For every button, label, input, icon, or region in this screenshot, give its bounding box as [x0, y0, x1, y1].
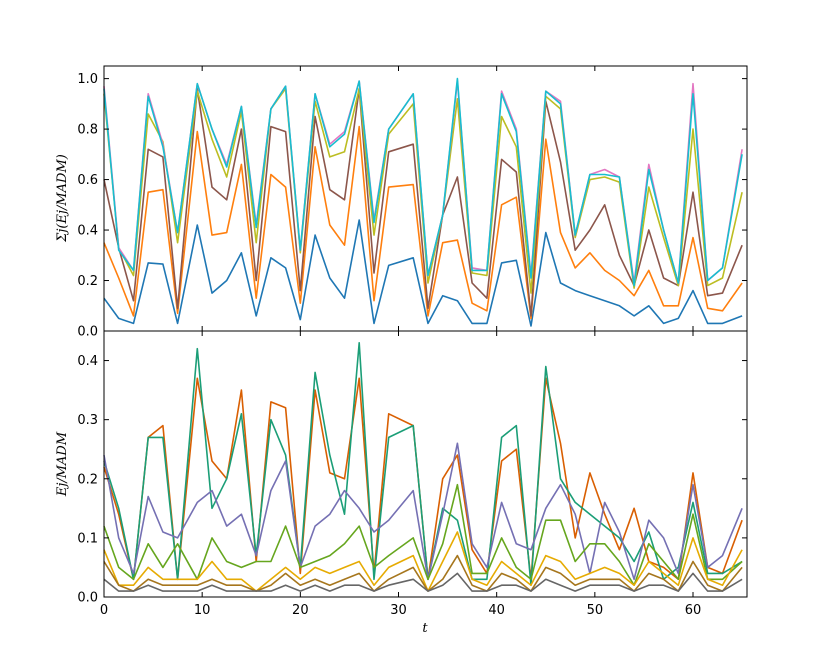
y-tick-label-1-2: 0.2	[77, 472, 98, 487]
x-tick-label-1-3: 30	[390, 603, 407, 618]
series-line-0-1	[103, 125, 743, 320]
x-tick-label-1-1: 10	[194, 603, 211, 618]
y-tick-label-1-4: 0.4	[77, 354, 98, 369]
top-series-lines	[103, 77, 743, 327]
y-tick-label-1-1: 0.1	[77, 531, 98, 546]
y-tick-label-0-2: 0.4	[77, 224, 98, 239]
y-tick-label-0-5: 1.0	[77, 72, 98, 87]
bottom-series-lines	[103, 341, 743, 592]
series-line-0-0	[103, 219, 743, 327]
y-tick-label-0-0: 0.0	[77, 325, 98, 340]
x-tick-label-1-4: 40	[488, 603, 505, 618]
top-ylabel: Σj(Ej/MADM)	[55, 154, 70, 243]
x-tick-label-1-6: 60	[685, 603, 702, 618]
top-panel: 0.0 0.2 0.4 0.6 0.8 1.0 Σj(Ej/MADM)	[55, 65, 748, 340]
x-tick-label-1-5: 50	[587, 603, 604, 618]
bottom-xlabel: t	[422, 621, 428, 636]
y-tick-label-0-3: 0.6	[77, 173, 98, 188]
bottom-ticks: 0 10 20 30 40 50 60 0.0 0.1 0.2 0.3 0.4	[77, 331, 747, 618]
bottom-panel: 0 10 20 30 40 50 60 0.0 0.1 0.2 0.3 0.4 Ej/MADM t	[55, 330, 748, 636]
top-ticks: 0.0 0.2 0.4 0.6 0.8 1.0	[77, 66, 747, 340]
y-tick-label-0-1: 0.2	[77, 274, 98, 289]
y-tick-label-0-4: 0.8	[77, 123, 98, 138]
y-tick-label-1-0: 0.0	[77, 591, 98, 606]
x-tick-label-1-0: 0	[100, 603, 108, 618]
bottom-axes-frame	[103, 330, 748, 598]
series-line-1-6	[103, 572, 743, 592]
bottom-ylabel: Ej/MADM	[55, 431, 70, 497]
series-line-0-3	[103, 87, 743, 294]
x-tick-label-1-2: 20	[292, 603, 309, 618]
series-line-0-5	[103, 77, 743, 287]
y-tick-label-1-3: 0.3	[77, 413, 98, 428]
